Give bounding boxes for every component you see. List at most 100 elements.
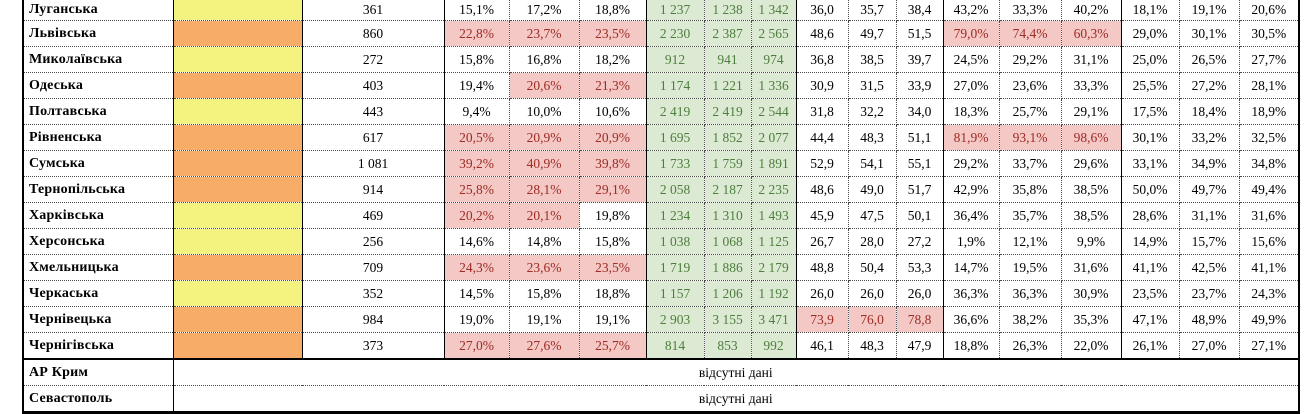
decimal-value-cell: 46,1	[796, 332, 849, 360]
percent-cell: 39,2%	[444, 150, 510, 177]
percent-cell: 17,5%	[1121, 98, 1180, 125]
percent-cell: 36,3%	[943, 280, 1000, 307]
percent-cell: 42,9%	[943, 176, 1000, 203]
percent-cell: 39,8%	[579, 150, 647, 177]
table-row: Хмельницька 709 24,3% 23,6% 23,5% 1 719 1 886 2…	[23, 254, 1300, 281]
region-name-cell: Черкаська	[23, 280, 174, 307]
percent-cell: 27,6%	[509, 332, 580, 360]
percent-cell: 50,0%	[1121, 176, 1180, 203]
percent-cell: 25,0%	[1121, 46, 1180, 73]
decimal-value-cell: 73,9	[796, 306, 849, 333]
absolute-value-cell: 1 342	[751, 0, 797, 21]
percent-cell: 38,2%	[999, 306, 1062, 333]
decimal-value-cell: 47,9	[896, 332, 944, 360]
percent-cell: 14,6%	[444, 228, 510, 255]
absolute-value-cell: 1 206	[704, 280, 752, 307]
percent-cell: 20,5%	[444, 124, 510, 151]
percent-cell: 24,3%	[1239, 280, 1300, 307]
table-row: Херсонська 256 14,6% 14,8% 15,8% 1 038 1 068 1 …	[23, 228, 1300, 255]
absolute-value-cell: 1 733	[646, 150, 705, 177]
decimal-value-cell: 30,9	[796, 72, 849, 99]
percent-cell: 23,5%	[1121, 280, 1180, 307]
percent-cell: 15,1%	[444, 0, 510, 21]
percent-cell: 35,7%	[999, 202, 1062, 229]
region-color-swatch	[173, 72, 303, 99]
count-cell: 1 081	[302, 150, 445, 177]
percent-cell: 16,8%	[509, 46, 580, 73]
decimal-value-cell: 48,6	[796, 176, 849, 203]
table-row: Полтавська 443 9,4% 10,0% 10,6% 2 419 2 419 2 5…	[23, 98, 1300, 125]
region-color-swatch	[173, 0, 303, 21]
percent-cell: 9,4%	[444, 98, 510, 125]
percent-cell: 49,9%	[1239, 306, 1300, 333]
decimal-value-cell: 48,3	[848, 124, 897, 151]
decimal-value-cell: 35,7	[848, 0, 897, 21]
decimal-value-cell: 49,7	[848, 20, 897, 47]
absolute-value-cell: 974	[751, 46, 797, 73]
percent-cell: 30,5%	[1239, 20, 1300, 47]
percent-cell: 15,6%	[1239, 228, 1300, 255]
region-color-swatch	[173, 20, 303, 47]
percent-cell: 33,1%	[1121, 150, 1180, 177]
regions-data-table: Луганська 361 15,1% 17,2% 18,8% 1 237 1 238 1 3…	[22, 0, 1300, 414]
percent-cell: 43,2%	[943, 0, 1000, 21]
region-name-cell: Тернопільська	[23, 176, 174, 203]
decimal-value-cell: 36,0	[796, 0, 849, 21]
no-data-cell: відсутні дані	[173, 358, 1299, 386]
absolute-value-cell: 1 038	[646, 228, 705, 255]
decimal-value-cell: 53,3	[896, 254, 944, 281]
table-row: Львівська 860 22,8% 23,7% 23,5% 2 230 2 387 2 5…	[23, 20, 1300, 47]
count-cell: 469	[302, 202, 445, 229]
percent-cell: 30,1%	[1121, 124, 1180, 151]
percent-cell: 18,2%	[579, 46, 647, 73]
percent-cell: 49,4%	[1239, 176, 1300, 203]
absolute-value-cell: 1 719	[646, 254, 705, 281]
percent-cell: 18,8%	[579, 0, 647, 21]
decimal-value-cell: 34,0	[896, 98, 944, 125]
absolute-value-cell: 3 471	[751, 306, 797, 333]
percent-cell: 28,6%	[1121, 202, 1180, 229]
count-cell: 373	[302, 332, 445, 360]
percent-cell: 14,7%	[943, 254, 1000, 281]
region-color-swatch	[173, 176, 303, 203]
absolute-value-cell: 1 234	[646, 202, 705, 229]
percent-cell: 36,3%	[999, 280, 1062, 307]
table-row: Чернівецька 984 19,0% 19,1% 19,1% 2 903 3 155 3…	[23, 306, 1300, 333]
percent-cell: 34,9%	[1179, 150, 1240, 177]
absolute-value-cell: 3 155	[704, 306, 752, 333]
percent-cell: 38,5%	[1061, 176, 1122, 203]
absolute-value-cell: 2 544	[751, 98, 797, 125]
count-cell: 860	[302, 20, 445, 47]
region-name-cell: АР Крим	[23, 358, 174, 386]
absolute-value-cell: 2 903	[646, 306, 705, 333]
percent-cell: 60,3%	[1061, 20, 1122, 47]
percent-cell: 31,6%	[1239, 202, 1300, 229]
percent-cell: 36,6%	[943, 306, 1000, 333]
percent-cell: 30,1%	[1179, 20, 1240, 47]
percent-cell: 74,4%	[999, 20, 1062, 47]
percent-cell: 28,1%	[509, 176, 580, 203]
count-cell: 443	[302, 98, 445, 125]
percent-cell: 24,3%	[444, 254, 510, 281]
percent-cell: 24,5%	[943, 46, 1000, 73]
count-cell: 403	[302, 72, 445, 99]
absolute-value-cell: 2 187	[704, 176, 752, 203]
percent-cell: 25,5%	[1121, 72, 1180, 99]
percent-cell: 26,1%	[1121, 332, 1180, 360]
table-row: Одеська 403 19,4% 20,6% 21,3% 1 174 1 221 1 336…	[23, 72, 1300, 99]
decimal-value-cell: 32,2	[848, 98, 897, 125]
absolute-value-cell: 1 310	[704, 202, 752, 229]
region-color-swatch	[173, 46, 303, 73]
percent-cell: 27,0%	[943, 72, 1000, 99]
table-row: Рівненська 617 20,5% 20,9% 20,9% 1 695 1 852 2 …	[23, 124, 1300, 151]
absolute-value-cell: 941	[704, 46, 752, 73]
percent-cell: 31,6%	[1061, 254, 1122, 281]
percent-cell: 23,5%	[579, 254, 647, 281]
percent-cell: 21,3%	[579, 72, 647, 99]
absolute-value-cell: 853	[704, 332, 752, 360]
table-row: Харківська 469 20,2% 20,1% 19,8% 1 234 1 310 1 …	[23, 202, 1300, 229]
absolute-value-cell: 2 419	[646, 98, 705, 125]
percent-cell: 31,1%	[1179, 202, 1240, 229]
percent-cell: 15,8%	[444, 46, 510, 73]
absolute-value-cell: 2 235	[751, 176, 797, 203]
